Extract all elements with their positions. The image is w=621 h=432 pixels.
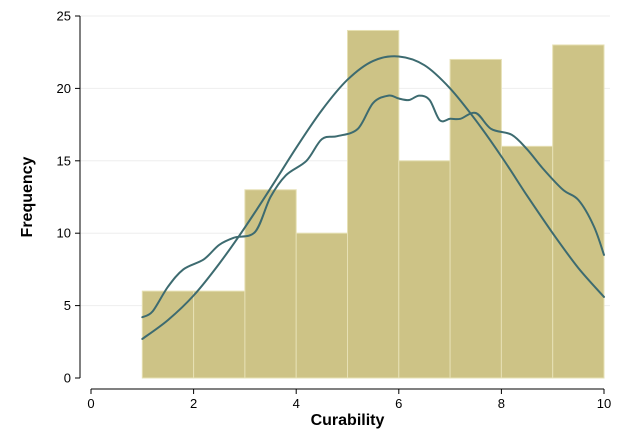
bar-2 <box>244 189 297 379</box>
y-tick-label-3: 15 <box>57 153 71 168</box>
curve-kernel-density <box>141 94 605 319</box>
bar-8 <box>552 44 605 379</box>
x-tick-label-3: 6 <box>395 396 402 411</box>
x-tick-label-0: 0 <box>87 396 94 411</box>
bar-3 <box>295 232 349 379</box>
x-tick-label-2: 4 <box>293 396 300 411</box>
bars-layer <box>141 29 605 379</box>
curve-normal <box>141 55 605 340</box>
y-tick-label-0: 0 <box>64 371 71 386</box>
x-tick-label-1: 2 <box>190 396 197 411</box>
y-tick-label-1: 5 <box>64 298 71 313</box>
y-axis-title: Frequency <box>19 156 36 237</box>
y-tick-label-5: 25 <box>57 9 71 24</box>
bar-4 <box>347 29 400 379</box>
bar-6 <box>449 58 502 379</box>
bar-7 <box>500 145 554 379</box>
curves-layer <box>141 55 605 340</box>
y-ticks: 0 5 10 15 20 25 <box>57 9 80 386</box>
x-axis-title: Curability <box>311 412 385 429</box>
y-tick-label-2: 10 <box>57 226 71 241</box>
bar-1 <box>193 290 246 379</box>
y-tick-label-4: 20 <box>57 81 71 96</box>
bar-5 <box>398 160 451 379</box>
x-tick-label-5: 10 <box>597 396 611 411</box>
x-tick-label-4: 8 <box>498 396 505 411</box>
x-ticks: 0 2 4 6 8 10 <box>87 389 611 411</box>
axes-layer <box>79 16 604 390</box>
